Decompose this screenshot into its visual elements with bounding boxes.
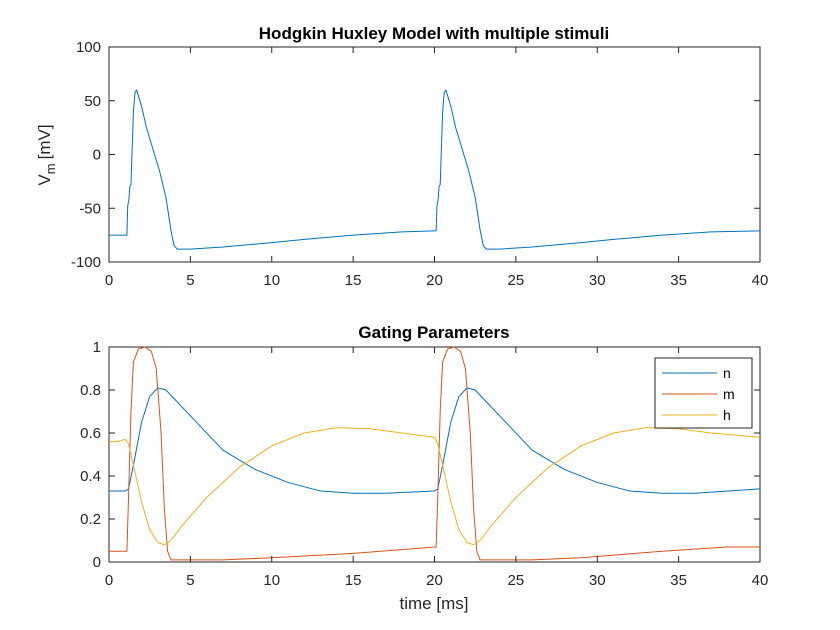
gating-axes-box bbox=[108, 346, 761, 563]
ylabel-subscript: m bbox=[43, 163, 58, 174]
legend-label-m: m bbox=[723, 386, 735, 402]
voltage-x-tick-label: 25 bbox=[508, 272, 525, 289]
voltage-plot-title: Hodgkin Huxley Model with multiple stimu… bbox=[259, 24, 609, 43]
ylabel-main: V bbox=[35, 174, 54, 186]
voltage-series-line-0 bbox=[109, 89, 761, 250]
gating-series-line-h bbox=[109, 427, 761, 546]
voltage-y-axis-label: Vm [mV] bbox=[35, 124, 58, 185]
gating-x-tick-label: 40 bbox=[752, 572, 769, 589]
gating-y-tick-label: 0.8 bbox=[80, 382, 101, 399]
voltage-x-tick-label: 0 bbox=[105, 272, 113, 289]
ylabel-unit: [mV] bbox=[35, 124, 54, 159]
voltage-y-tick-label: -50 bbox=[79, 200, 101, 217]
voltage-y-tick-label: 50 bbox=[84, 93, 101, 110]
voltage-plot: 0 5 10 15 20 25 30 35 40 -100 -50 0 50 100 Hodgkin H… bbox=[35, 24, 768, 289]
gating-x-tick-label: 5 bbox=[186, 572, 194, 589]
voltage-y-tick-label: -100 bbox=[71, 254, 101, 271]
voltage-x-tick-label: 10 bbox=[263, 272, 280, 289]
gating-series-line-m bbox=[109, 346, 760, 561]
legend-label-h: h bbox=[723, 407, 731, 423]
voltage-axes-box bbox=[108, 46, 761, 263]
voltage-x-tick-label: 15 bbox=[345, 272, 362, 289]
gating-x-tick-label: 35 bbox=[670, 572, 687, 589]
voltage-x-tick-label: 35 bbox=[670, 272, 687, 289]
voltage-y-tick-label: 100 bbox=[76, 39, 101, 56]
gating-plot-title: Gating Parameters bbox=[358, 323, 509, 342]
voltage-x-tick-label: 20 bbox=[426, 272, 443, 289]
gating-x-tick-label: 20 bbox=[426, 572, 443, 589]
gating-y-ticks: 0 0.2 0.4 0.6 0.8 1 bbox=[80, 339, 760, 571]
legend: nmh bbox=[654, 357, 753, 429]
gating-x-tick-label: 15 bbox=[345, 572, 362, 589]
voltage-series-group bbox=[109, 89, 761, 250]
gating-series-group bbox=[109, 346, 761, 561]
voltage-x-tick-label: 30 bbox=[589, 272, 606, 289]
voltage-x-tick-label: 5 bbox=[186, 272, 194, 289]
gating-x-ticks: 0 5 10 15 20 25 30 35 40 bbox=[105, 347, 769, 589]
gating-y-tick-label: 0.2 bbox=[80, 511, 101, 528]
gating-x-tick-label: 0 bbox=[105, 572, 113, 589]
gating-x-tick-label: 30 bbox=[589, 572, 606, 589]
voltage-x-tick-label: 40 bbox=[752, 272, 769, 289]
legend-items: nmh bbox=[662, 365, 735, 423]
gating-series-line-n bbox=[109, 387, 761, 494]
voltage-y-ticks: -100 -50 0 50 100 bbox=[71, 39, 760, 271]
voltage-x-ticks: 0 5 10 15 20 25 30 35 40 bbox=[105, 47, 769, 289]
legend-box bbox=[654, 357, 753, 429]
gating-y-tick-label: 0.4 bbox=[80, 468, 101, 485]
gating-plot: 0 5 10 15 20 25 30 35 40 0 0.2 0.4 0.6 0.8 1 Gating P… bbox=[80, 323, 768, 613]
gating-x-tick-label: 10 bbox=[263, 572, 280, 589]
gating-x-tick-label: 25 bbox=[508, 572, 525, 589]
gating-y-tick-label: 0 bbox=[93, 554, 101, 571]
gating-x-axis-label: time [ms] bbox=[400, 594, 469, 613]
legend-label-n: n bbox=[723, 365, 731, 381]
voltage-y-tick-label: 0 bbox=[93, 147, 101, 164]
gating-y-tick-label: 0.6 bbox=[80, 425, 101, 442]
gating-y-tick-label: 1 bbox=[93, 339, 101, 356]
